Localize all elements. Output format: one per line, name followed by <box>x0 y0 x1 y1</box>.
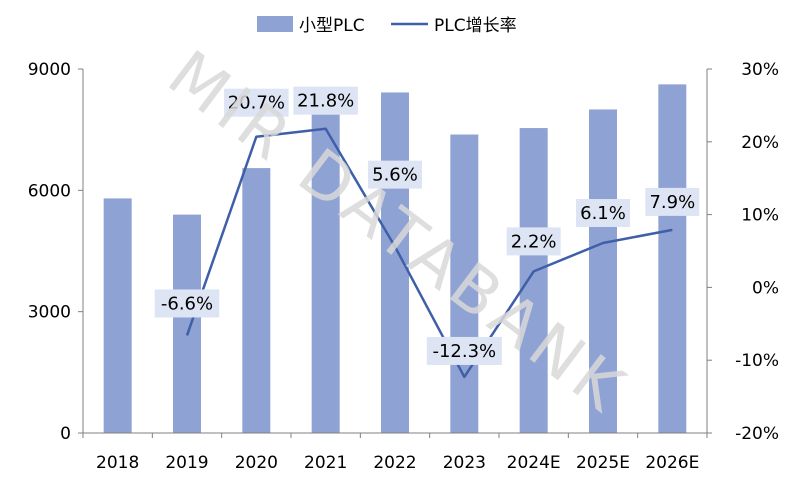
line-series <box>185 127 673 379</box>
bar-series <box>103 84 687 434</box>
y-right-tick-label: 10% <box>741 206 779 226</box>
data-label-2026E: 7.9% <box>645 187 700 216</box>
x-tick-label: 2023 <box>443 453 486 473</box>
data-label-box <box>224 88 289 117</box>
data-label-box <box>645 187 700 216</box>
x-tick-label: 2022 <box>373 453 416 473</box>
data-label-box <box>426 336 502 365</box>
data-label-text: 21.8% <box>297 91 354 112</box>
data-label-box <box>154 289 220 318</box>
data-label-2025E: 6.1% <box>576 198 630 227</box>
data-label-2024E: 2.2% <box>506 227 561 256</box>
growth-line <box>185 127 673 379</box>
bar-2024E <box>519 128 548 433</box>
y-right-tick-label: -20% <box>735 424 779 444</box>
x-tick-label: 2026E <box>645 453 699 473</box>
y-right-tick-label: 30% <box>741 60 779 80</box>
data-label-box <box>506 227 561 256</box>
data-label-text: 5.6% <box>372 165 418 186</box>
data-label-text: 7.9% <box>649 192 695 213</box>
x-tick-label: 2018 <box>96 453 139 473</box>
y-left-tick-label: 3000 <box>28 303 71 323</box>
data-label-text: -6.6% <box>161 293 213 314</box>
data-label-box <box>368 160 422 189</box>
y-left-tick-label: 0 <box>60 424 71 444</box>
data-label-2022: 5.6% <box>368 160 422 189</box>
data-label-text: 6.1% <box>580 203 626 224</box>
data-label-2019: -6.6% <box>154 289 220 318</box>
bar-2021 <box>311 111 340 433</box>
data-labels: -6.6% 20.7% 21.8% 5.6% -12.3% 2.2% 6.1% 7.9% <box>154 86 700 365</box>
bar-2023 <box>450 134 479 433</box>
y-right-tick-label: -10% <box>735 351 779 371</box>
bar-2018 <box>103 198 132 433</box>
x-tick-label: 2020 <box>235 453 278 473</box>
x-tick-label: 2024E <box>507 453 561 473</box>
data-label-2023: -12.3% <box>426 336 502 365</box>
bar-2025E <box>589 109 617 433</box>
bar-2019 <box>173 214 201 433</box>
x-tick-label: 2019 <box>165 453 208 473</box>
legend: 小型PLC PLC增长率 <box>257 16 517 36</box>
y-left-tick-label: 6000 <box>28 181 71 201</box>
x-tick-label: 2025E <box>576 453 630 473</box>
data-label-box <box>293 86 358 115</box>
data-label-box <box>576 198 630 227</box>
y-left-tick-label: 9000 <box>28 60 71 80</box>
data-label-2021: 21.8% <box>293 86 358 115</box>
x-tick-label: 2021 <box>304 453 347 473</box>
bar-2020 <box>242 168 271 434</box>
data-label-text: -12.3% <box>432 341 496 362</box>
legend-bar-swatch <box>257 16 293 32</box>
axes: 2018 2019 2020 2021 2022 2023 2024E 2025E 2026E 0… <box>28 60 779 473</box>
y-right-tick-label: 20% <box>741 133 779 153</box>
data-label-text: 2.2% <box>511 231 557 252</box>
data-label-2020: 20.7% <box>224 88 289 117</box>
legend-bar-label: 小型PLC <box>299 16 365 36</box>
legend-line-label: PLC增长率 <box>434 16 517 36</box>
y-right-tick-label: 0% <box>752 278 779 298</box>
bar-2026E <box>658 84 687 433</box>
data-label-text: 20.7% <box>228 93 285 114</box>
